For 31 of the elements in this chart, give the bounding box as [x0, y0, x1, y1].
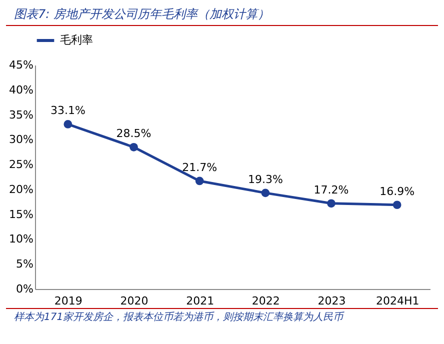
data-label: 28.5% [116, 127, 152, 140]
y-tick-label: 0% [16, 282, 34, 296]
y-tick-label: 45% [9, 58, 34, 72]
data-label: 21.7% [182, 160, 218, 174]
data-label: 17.2% [314, 183, 349, 196]
x-tick-label: 2020 [120, 294, 148, 308]
point [130, 142, 138, 152]
y-tick-label: 20% [9, 182, 34, 196]
data-label: 19.3% [248, 172, 283, 186]
point [195, 176, 204, 186]
y-tick-label: 5% [16, 258, 34, 271]
legend-label: 毛利率 [60, 34, 93, 46]
y-tick-label: 30% [9, 133, 34, 146]
y-tick-label: 40% [9, 83, 34, 96]
x-tick-label: 2022 [252, 294, 280, 308]
y-tick-label: 10% [9, 232, 34, 246]
point [392, 200, 402, 210]
x-tick-label: 2019 [54, 294, 82, 308]
point [64, 120, 72, 128]
chart-title: 图表7: 房地产开发公司历年毛利率（加权计算） [6, 0, 438, 26]
x-tick-label: 2024H1 [376, 294, 420, 308]
point [261, 188, 270, 198]
y-tick-label: 25% [9, 158, 34, 172]
x-tick-label: 2021 [186, 294, 214, 308]
data-label: 33.1% [50, 104, 86, 118]
data-label: 16.9% [380, 184, 415, 198]
point [327, 199, 336, 208]
y-tick-label: 15% [9, 208, 34, 221]
y-tick-label: 35% [9, 108, 34, 122]
text: 样本为171家开发房企，报表本位币若为港币，则按期末汇率换算为人民币 [14, 311, 346, 324]
x-tick-label: 2023 [318, 294, 346, 308]
